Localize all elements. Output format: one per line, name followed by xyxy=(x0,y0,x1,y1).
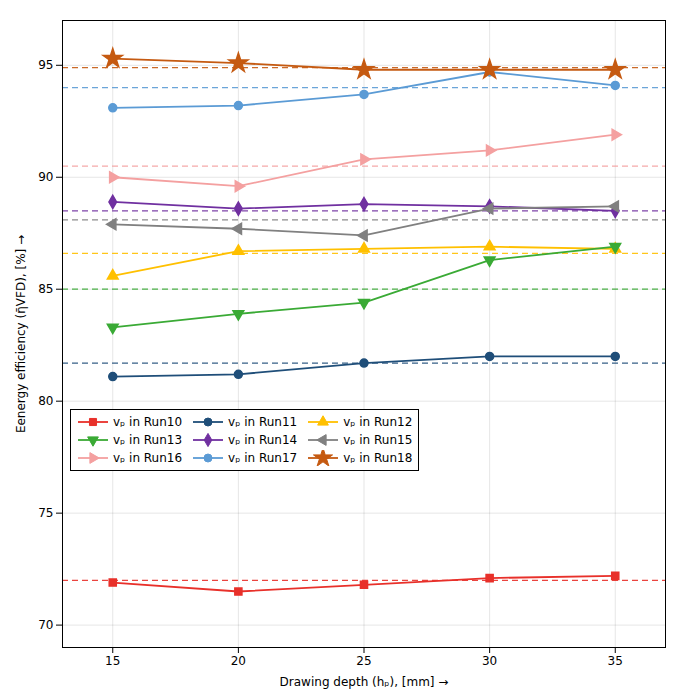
svg-text:15: 15 xyxy=(105,654,120,668)
html-text:vₚ in Run14: vₚ in Run14 xyxy=(228,432,298,447)
html-text:vₚ in Run18: vₚ in Run18 xyxy=(343,450,413,465)
html-text:vₚ in Run13: vₚ in Run13 xyxy=(113,432,183,447)
html-text:vₚ in Run15: vₚ in Run15 xyxy=(343,432,413,447)
svg-text:90: 90 xyxy=(38,170,53,184)
svg-text:Drawing depth (hₚ), [mm] →: Drawing depth (hₚ), [mm] → xyxy=(280,675,449,689)
html-text:vₚ in Run16: vₚ in Run16 xyxy=(113,450,183,465)
html-text:vₚ in Run10: vₚ in Run10 xyxy=(113,414,183,429)
svg-text:Eenergy efficiency (η̄VFD), [%: Eenergy efficiency (η̄VFD), [%] → xyxy=(14,235,28,433)
svg-text:25: 25 xyxy=(356,654,371,668)
svg-text:30: 30 xyxy=(482,654,497,668)
html-text:vₚ in Run12: vₚ in Run12 xyxy=(343,414,413,429)
html-text:vₚ in Run11: vₚ in Run11 xyxy=(228,414,298,429)
html-text:vₚ in Run17: vₚ in Run17 xyxy=(228,450,298,465)
svg-text:20: 20 xyxy=(231,654,246,668)
svg-text:70: 70 xyxy=(38,618,53,632)
svg-text:85: 85 xyxy=(38,282,53,296)
svg-text:75: 75 xyxy=(38,506,53,520)
svg-text:80: 80 xyxy=(38,394,53,408)
svg-text:95: 95 xyxy=(38,58,53,72)
svg-text:35: 35 xyxy=(608,654,623,668)
